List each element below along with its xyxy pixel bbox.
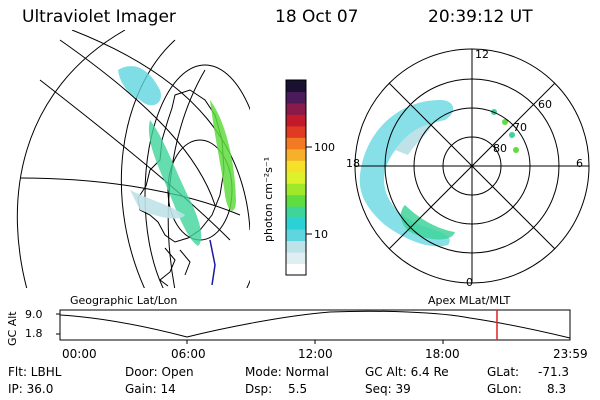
colorbar-segment — [286, 80, 306, 92]
colorbar-segment — [286, 229, 306, 242]
continent-outline — [159, 247, 176, 287]
geographic-label: Geographic Lat/Lon — [70, 294, 178, 307]
colorbar-segment — [286, 91, 306, 104]
glat-value: -71.3 — [538, 365, 570, 379]
alt-tick-9: 9.0 — [25, 308, 43, 321]
colorbar-segment — [286, 217, 306, 230]
mlt-label-0: 0 — [466, 276, 473, 289]
colorbar-tick-100: 100 — [314, 141, 335, 154]
gain-status: Gain: 14 — [125, 382, 176, 396]
colorbar-segment — [286, 240, 306, 253]
alt-tick-1-8: 1.8 — [25, 327, 43, 340]
dsp-label: Dsp: — [245, 382, 273, 396]
door-status: Door: Open — [125, 365, 194, 379]
time-tick-2359: 23:59 — [553, 347, 588, 361]
colorbar-tick-10: 10 — [314, 228, 328, 241]
filter-status: Flt: LBHL — [8, 365, 62, 379]
colorbar-segment — [286, 206, 306, 219]
colorbar-segment — [286, 160, 306, 173]
colorbar-segment — [286, 194, 306, 207]
mlat-label-80: 80 — [493, 142, 507, 155]
gc-alt-status: GC Alt: 6.4 Re — [365, 365, 449, 379]
instrument-title: Ultraviolet Imager — [22, 7, 176, 27]
header-time: 20:39:12 UT — [428, 7, 533, 27]
colorbar-segment — [286, 148, 306, 161]
mlat-label-60: 60 — [538, 98, 552, 111]
aurora-emission-geo — [118, 66, 236, 286]
ip-status: IP: 36.0 — [8, 382, 54, 396]
altitude-curve — [59, 310, 571, 339]
glon-value: 8.3 — [547, 382, 567, 396]
colorbar-segment — [286, 171, 306, 184]
mode-status: Mode: Normal — [245, 365, 329, 379]
latitude-circle — [144, 64, 250, 288]
mlt-label-6: 6 — [576, 157, 583, 170]
time-tick-0000: 00:00 — [62, 347, 97, 361]
seq-status: Seq: 39 — [365, 382, 411, 396]
latitude-line — [19, 177, 241, 216]
mlat-label-70: 70 — [513, 121, 527, 134]
mlt-label-18: 18 — [346, 157, 360, 170]
colorbar-segment — [286, 137, 306, 150]
meridian-line — [120, 39, 176, 288]
latitude-line — [39, 79, 231, 241]
colorbar-segment — [286, 125, 306, 138]
glat-label: GLat: — [487, 365, 520, 379]
colorbar-segment — [286, 102, 306, 115]
colorbar-segment — [286, 183, 306, 196]
mlt-label-12: 12 — [475, 48, 489, 61]
colorbar-segment — [286, 263, 306, 276]
latitude-line — [59, 39, 216, 206]
glon-label: GLon: — [487, 382, 522, 396]
continent-outline — [179, 249, 191, 276]
time-tick-1200: 12:00 — [298, 347, 333, 361]
colorbar-segment — [286, 114, 306, 127]
apex-label: Apex MLat/MLT — [428, 294, 511, 307]
meridian-line — [71, 30, 250, 231]
dsp-value: 5.5 — [288, 382, 308, 396]
colorbar-segment — [286, 252, 306, 265]
time-tick-0600: 06:00 — [171, 347, 206, 361]
meridian-line — [16, 30, 126, 288]
time-tick-1800: 18:00 — [425, 347, 460, 361]
header-date: 18 Oct 07 — [275, 7, 359, 27]
